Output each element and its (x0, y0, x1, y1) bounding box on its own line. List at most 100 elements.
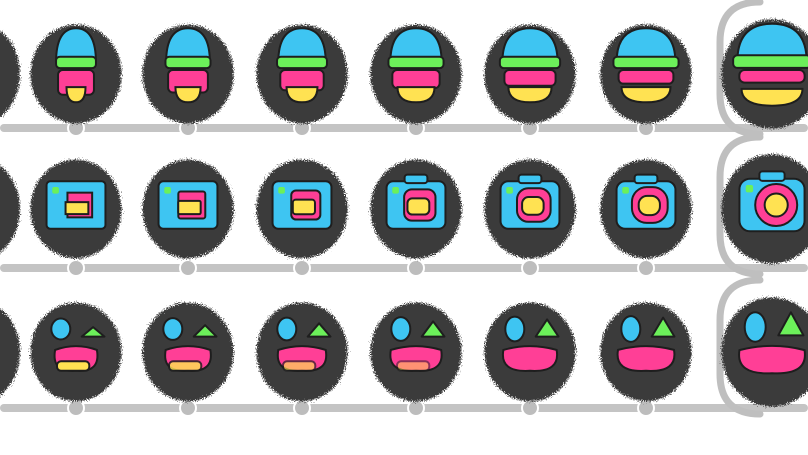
burger-icon[interactable] (721, 19, 808, 129)
timeline-rails (0, 0, 808, 418)
landscape-path (168, 360, 203, 372)
timeline-keyframe-dot[interactable] (407, 399, 425, 417)
timeline-keyframe-dot[interactable] (179, 259, 197, 277)
timeline-keyframe-dot[interactable] (293, 259, 311, 277)
camera-flash (52, 186, 59, 194)
burger-bun-bottom (507, 86, 553, 104)
landscape-row (0, 297, 808, 407)
timeline-keyframe-dot[interactable] (67, 259, 85, 277)
landscape-tree (80, 326, 106, 338)
timeline-keyframe-dot[interactable] (67, 399, 85, 417)
burger-bun-bottom (65, 86, 87, 104)
burger-lettuce (612, 55, 680, 70)
camera-icon[interactable] (256, 159, 348, 259)
camera-lens-inner (637, 194, 661, 217)
burger-bun-bottom (740, 87, 804, 107)
camera-top (403, 173, 429, 185)
landscape-sun (504, 315, 526, 343)
camera-top (758, 170, 786, 182)
landscape-icon[interactable] (721, 297, 808, 407)
burger-bun-top (165, 27, 211, 64)
camera-lens-inner (291, 198, 316, 216)
burger-lettuce (276, 55, 328, 70)
landscape-path (396, 360, 431, 372)
camera-lens-inner (763, 192, 789, 218)
landscape-icon[interactable] (256, 302, 348, 402)
timeline-rail (0, 124, 808, 132)
landscape-tree (650, 316, 676, 338)
camera-icon[interactable] (142, 159, 234, 259)
camera-row (0, 154, 808, 264)
timeline-keyframe-dot[interactable] (293, 399, 311, 417)
frame-shadow-blob (0, 165, 20, 253)
landscape-sun (620, 315, 642, 343)
landscape-ground (501, 345, 559, 372)
timeline-keyframe-dot[interactable] (179, 399, 197, 417)
burger-bun-top (55, 27, 97, 64)
frame-shadow-blob (0, 30, 20, 118)
burger-bun-bottom (620, 86, 672, 104)
burger-icon[interactable] (142, 24, 234, 124)
burger-icon[interactable] (600, 24, 692, 124)
burger-bun-top (501, 27, 559, 64)
timeline-keyframe-dot[interactable] (521, 399, 539, 417)
burger-patty (617, 69, 675, 85)
camera-icon[interactable] (600, 159, 692, 259)
camera-flash (745, 185, 754, 193)
burger-bun-bottom (396, 86, 436, 104)
final-frame-bracket (716, 133, 764, 278)
timeline-keyframe-dot[interactable] (637, 399, 655, 417)
landscape-path (282, 360, 317, 372)
burger-icon[interactable] (30, 24, 122, 124)
camera-top (633, 173, 659, 185)
burger-lettuce (498, 55, 562, 70)
burger-icon[interactable] (484, 24, 576, 124)
landscape-icon[interactable] (30, 302, 122, 402)
camera-icon[interactable] (484, 159, 576, 259)
landscape-tree (420, 320, 446, 338)
burger-bun-top (615, 27, 677, 64)
camera-lens-inner (64, 201, 90, 216)
camera-icon[interactable] (30, 159, 122, 259)
landscape-sun (743, 311, 767, 343)
burger-bun-top (736, 22, 808, 63)
timeline-rail (0, 264, 808, 272)
landscape-icon[interactable] (370, 302, 462, 402)
burger-lettuce (55, 55, 97, 70)
camera-icon[interactable] (370, 159, 462, 259)
landscape-tree (306, 322, 332, 338)
camera-lens-inner (406, 197, 431, 216)
burger-bun-top (277, 27, 327, 64)
timeline-keyframe-dot[interactable] (637, 259, 655, 277)
landscape-tree (534, 318, 560, 338)
burger-bun-top (389, 27, 443, 64)
burger-bun-bottom (285, 86, 319, 104)
final-frame-bracket (716, 0, 764, 138)
landscape-sun (162, 317, 184, 341)
frame-shadow-blob (0, 308, 20, 396)
camera-flash (164, 186, 171, 194)
landscape-sun (50, 317, 72, 341)
burger-patty (503, 69, 557, 87)
landscape-icon[interactable] (600, 302, 692, 402)
burger-icon (0, 30, 20, 118)
camera-lens-inner (521, 196, 545, 216)
landscape-icon[interactable] (484, 302, 576, 402)
burger-icon[interactable] (370, 24, 462, 124)
burger-patty (391, 69, 441, 90)
camera-icon (0, 165, 20, 253)
landscape-sun (390, 316, 412, 342)
timeline-rail (0, 404, 808, 412)
landscape-tree (192, 324, 218, 338)
burger-lettuce (387, 55, 445, 70)
icon-frames (0, 19, 808, 407)
camera-icon[interactable] (721, 154, 808, 264)
camera-flash (278, 186, 285, 194)
landscape-icon[interactable] (142, 302, 234, 402)
timeline-keyframe-dot[interactable] (407, 259, 425, 277)
burger-icon[interactable] (256, 24, 348, 124)
camera-flash (392, 186, 399, 194)
timeline-keyframe-dot[interactable] (521, 259, 539, 277)
burger-row (0, 19, 808, 129)
